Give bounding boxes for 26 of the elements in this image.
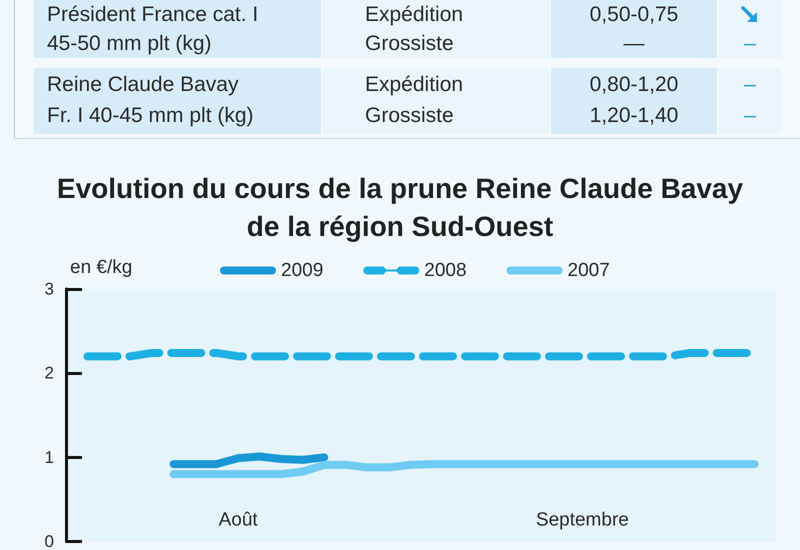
- x-tick-label: Août: [218, 510, 258, 530]
- text: Grossiste: [365, 31, 454, 57]
- text: Expédition: [365, 2, 464, 28]
- text: –: [743, 103, 757, 129]
- y-tick-label: 3: [44, 280, 54, 298]
- legend-label: 2008: [424, 260, 467, 281]
- text: 0,50-0,75: [588, 2, 680, 28]
- legend-label: 2007: [568, 260, 610, 281]
- y-tick-label: 1: [44, 448, 54, 467]
- text: Président France cat. I: [47, 2, 258, 28]
- text: 1,20-1,40: [588, 103, 680, 129]
- text: Expédition: [365, 72, 464, 98]
- y-axis-title: en €/kg: [70, 257, 132, 278]
- legend-label: 2009: [281, 260, 324, 281]
- text: 0,80-1,20: [588, 72, 680, 98]
- y-tick-label: 0: [44, 532, 54, 550]
- text: Grossiste: [365, 103, 454, 129]
- x-tick-label: Septembre: [536, 510, 629, 530]
- text: –: [743, 31, 757, 57]
- chart-title: Evolution du cours de la prune Reine Claude Bavay de la région Sud-Ouest: [56, 172, 744, 244]
- text: —: [622, 31, 646, 57]
- text: 45-50 mm plt (kg): [47, 31, 212, 57]
- text: –: [743, 72, 757, 98]
- y-tick-label: 2: [44, 364, 54, 383]
- text: Reine Claude Bavay: [47, 72, 238, 98]
- text: Fr. I 40-45 mm plt (kg): [47, 103, 254, 129]
